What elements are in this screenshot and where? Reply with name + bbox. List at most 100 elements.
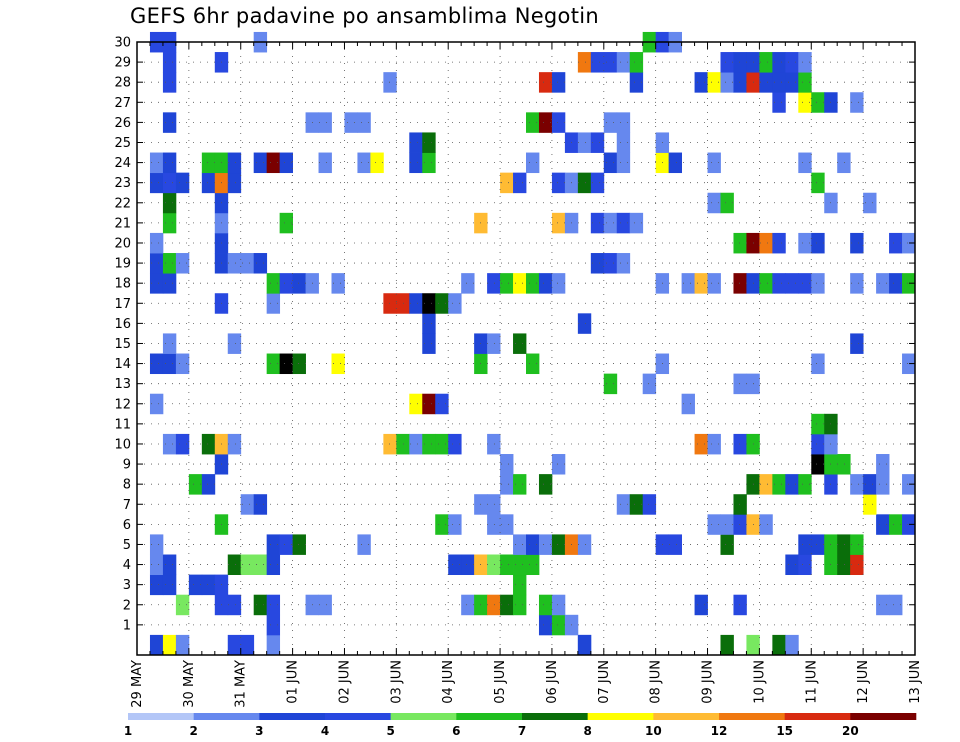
heatmap-cell (513, 554, 527, 576)
heatmap-cell (759, 232, 773, 254)
heatmap-cell (577, 52, 592, 73)
heatmap-cell (422, 293, 436, 314)
heatmap-cell (149, 534, 164, 555)
x-tick-label: 13 JUN (908, 660, 923, 704)
heatmap-cell (889, 514, 903, 535)
heatmap-cell (240, 554, 255, 576)
heatmap-cell (513, 534, 527, 555)
heatmap-cell (772, 232, 786, 254)
heatmap-cell (902, 353, 916, 375)
heatmap-cell (383, 433, 397, 455)
heatmap-cell (162, 634, 177, 656)
heatmap-cell (759, 474, 773, 495)
y-tick-label: 16 (114, 317, 131, 332)
heatmap-cell (551, 72, 566, 93)
heatmap-cell (811, 92, 825, 113)
x-tick-label: 03 JUN (389, 660, 404, 704)
heatmap-cell (227, 333, 242, 354)
y-tick-label: 11 (114, 417, 131, 432)
heatmap-cell (629, 494, 644, 515)
heatmap-cell (603, 52, 618, 73)
heatmap-cell (603, 253, 618, 274)
heatmap-cell (577, 313, 592, 334)
y-tick-label: 8 (123, 478, 131, 493)
heatmap-cell (616, 52, 631, 73)
heatmap-cell (227, 433, 242, 455)
colorbar-segment (522, 713, 588, 720)
heatmap-cell (720, 52, 734, 73)
heatmap-cell (850, 554, 864, 576)
heatmap-cell (526, 353, 540, 375)
heatmap-cell (811, 353, 825, 375)
heatmap-cell (292, 353, 306, 375)
heatmap-cell (590, 52, 605, 73)
heatmap-cell (902, 232, 916, 254)
heatmap-cell (461, 273, 475, 294)
colorbar-segment (128, 713, 194, 720)
heatmap-cell (318, 112, 332, 133)
heatmap-cell (357, 112, 371, 133)
heatmap-cell (513, 333, 527, 354)
colorbar-segment (587, 713, 654, 720)
heatmap-cell (577, 172, 592, 194)
heatmap-cell (850, 232, 864, 254)
heatmap-cell (551, 172, 566, 194)
heatmap-cell (733, 52, 747, 73)
y-tick-label: 6 (123, 518, 131, 533)
heatmap-cell (811, 172, 825, 194)
heatmap-cell (811, 534, 825, 555)
heatmap-cell (837, 534, 851, 555)
heatmap-cell (707, 152, 721, 174)
colorbar-segment (390, 713, 457, 720)
heatmap-cell (175, 433, 190, 455)
heatmap-cell (603, 373, 618, 395)
colorbar-label: 12 (711, 724, 728, 738)
heatmap-cell (513, 273, 527, 294)
heatmap-cell (266, 293, 281, 314)
heatmap-cell (707, 514, 721, 535)
heatmap-cell (759, 273, 773, 294)
heatmap-cell (162, 172, 177, 194)
heatmap-cell (733, 373, 747, 395)
x-tick-label: 02 JUN (337, 660, 352, 704)
heatmap-cell (551, 614, 566, 636)
heatmap-cell (318, 152, 332, 174)
y-tick-label: 22 (114, 196, 131, 211)
heatmap-cell (435, 393, 449, 415)
heatmap-cell (616, 112, 631, 133)
heatmap-cell (526, 273, 540, 294)
heatmap-cell (500, 554, 514, 576)
heatmap-cell (616, 152, 631, 174)
heatmap-cell (149, 253, 164, 274)
y-tick-label: 28 (114, 76, 131, 91)
heatmap-cell (526, 152, 540, 174)
heatmap-cell (227, 253, 242, 274)
heatmap-cell (707, 192, 721, 214)
heatmap-cell (785, 72, 799, 93)
heatmap-cell (707, 273, 721, 294)
heatmap-cell (292, 534, 306, 555)
heatmap-cell (837, 152, 851, 174)
heatmap-cell (500, 172, 514, 194)
heatmap-cell (253, 494, 268, 515)
heatmap-cell (590, 172, 605, 194)
heatmap-cell (759, 514, 773, 535)
heatmap-cell (448, 514, 462, 535)
heatmap-cell (616, 212, 631, 234)
heatmap-cell (227, 634, 242, 656)
heatmap-cell (629, 52, 644, 73)
heatmap-cell (720, 72, 734, 93)
heatmap-cell (850, 534, 864, 555)
heatmap-cell (798, 474, 812, 495)
heatmap-cell (551, 112, 566, 133)
heatmap-cell (266, 353, 281, 375)
heatmap-cell (149, 172, 164, 194)
heatmap-cell (266, 152, 281, 174)
heatmap-cell (603, 212, 618, 234)
chart-title: GEFS 6hr padavine po ansamblima Negotin (130, 4, 599, 28)
heatmap-cell (603, 152, 618, 174)
y-tick-label: 14 (114, 357, 131, 372)
heatmap-cell (538, 273, 553, 294)
heatmap-cell (500, 273, 514, 294)
colorbar-segment (259, 713, 326, 720)
